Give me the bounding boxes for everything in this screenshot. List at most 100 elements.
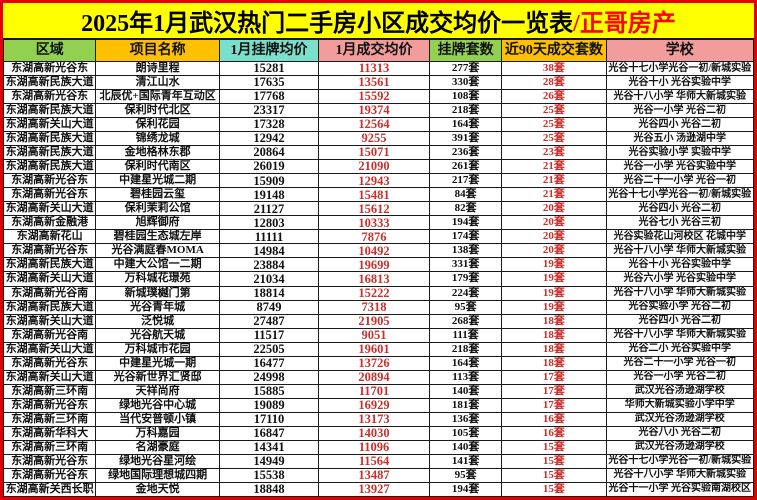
deal-count-cell: 20套 bbox=[501, 229, 607, 245]
deal-count-cell: 15套 bbox=[501, 439, 607, 455]
listing-price-cell: 26019 bbox=[218, 159, 320, 175]
deal-price-cell: 13173 bbox=[318, 411, 430, 427]
table-row: 东湖高新关山大道 万科城花璟苑 21034 16813 179套 19套 光谷六小学 光谷实… bbox=[2, 271, 755, 287]
listing-count-cell: 113套 bbox=[428, 369, 503, 385]
deal-count-cell: 21套 bbox=[501, 187, 607, 203]
region-cell: 东湖高新关西长职 bbox=[2, 481, 97, 498]
listing-count-cell: 82套 bbox=[428, 201, 503, 217]
listing-price-cell: 15909 bbox=[218, 173, 320, 189]
page-title: 2025年1月武汉热门二手房小区成交均价一览表/正哥房产 bbox=[3, 3, 754, 39]
table-row: 东湖高新民族大道 金地格林东郡 20864 15071 236套 23套 光谷实验小学 实验… bbox=[2, 145, 755, 161]
school-cell: 武汉光谷汤逊湖学校 bbox=[605, 439, 755, 455]
project-cell: 万科城花璟苑 bbox=[95, 271, 220, 287]
table-row: 东湖高新光谷东 北辰优+国际青年互动区 17768 15592 108套 26套 光谷十八小… bbox=[2, 89, 755, 105]
deal-price-cell: 13726 bbox=[318, 355, 430, 371]
listing-price-cell: 11111 bbox=[218, 229, 320, 245]
project-cell: 绿地光谷中心城 bbox=[95, 397, 220, 413]
school-cell: 华师大新城实验小学中学 bbox=[605, 397, 755, 413]
project-cell: 保利时代南区 bbox=[95, 159, 220, 175]
listing-count-cell: 84套 bbox=[428, 187, 503, 203]
listing-price-cell: 12942 bbox=[218, 131, 320, 147]
table-row: 东湖高新关山大道 万科城市花园 22505 19601 218套 18套 光谷二小 光谷实验… bbox=[2, 341, 755, 357]
deal-price-cell: 11313 bbox=[318, 60, 430, 77]
project-cell: 绿地国际理想城四期 bbox=[95, 467, 220, 483]
deal-price-cell: 11096 bbox=[318, 439, 430, 455]
deal-count-cell: 23套 bbox=[501, 145, 607, 161]
table-row: 东湖高新光谷东 光谷满庭春MOMA 14984 10492 138套 20套 光谷十八小学 … bbox=[2, 243, 755, 259]
deal-price-cell: 19699 bbox=[318, 257, 430, 273]
deal-price-cell: 15222 bbox=[318, 285, 430, 301]
project-cell: 当代安普顿小镇 bbox=[95, 411, 220, 427]
table-row: 东湖高新民族大道 锦绣龙城 12942 9255 391套 25套 光谷五小 汤逊湖中学 bbox=[2, 131, 755, 147]
deal-count-cell: 28套 bbox=[501, 75, 607, 91]
table-row: 东湖高新光谷东 中建星光城二期 15909 12943 217套 21套 光谷二十一小学 光… bbox=[2, 173, 755, 189]
price-table: 区域 项目名称 1月挂牌均价 1月成交均价 挂牌套数 近90天成交套数 学校 东湖高新光谷东… bbox=[2, 39, 755, 498]
school-cell: 光谷十八小学 华师大新城实验 bbox=[605, 327, 755, 343]
school-cell: 光谷一小学 光谷二初 bbox=[605, 103, 755, 119]
deal-price-cell: 10333 bbox=[318, 215, 430, 231]
listing-price-cell: 24998 bbox=[218, 369, 320, 385]
listing-price-cell: 18848 bbox=[218, 481, 320, 498]
deal-price-cell: 20894 bbox=[318, 369, 430, 385]
project-cell: 中建星光城一期 bbox=[95, 355, 220, 371]
deal-count-cell: 38套 bbox=[501, 60, 607, 77]
school-cell: 光谷十小 光谷实验中学 bbox=[605, 257, 755, 273]
project-cell: 光谷青年城 bbox=[95, 299, 220, 315]
region-cell: 东湖高新光谷南 bbox=[2, 285, 97, 301]
deal-price-cell: 7876 bbox=[318, 229, 430, 245]
table-row: 东湖高新三环南 天祥尚府 15885 11701 140套 17套 武汉光谷汤逊湖学校 bbox=[2, 383, 755, 399]
listing-price-cell: 27487 bbox=[218, 313, 320, 329]
region-cell: 东湖高新光谷东 bbox=[2, 243, 97, 259]
listing-price-cell: 12803 bbox=[218, 215, 320, 231]
region-cell: 东湖高新关山大道 bbox=[2, 271, 97, 287]
region-cell: 东湖高新三环南 bbox=[2, 439, 97, 455]
deal-price-cell: 16813 bbox=[318, 271, 430, 287]
listing-count-cell: 95套 bbox=[428, 299, 503, 315]
column-header-3: 1月成交均价 bbox=[318, 39, 430, 62]
table-body: 东湖高新光谷东 朗诗里程 15281 11313 277套 38套 光谷十七小学光谷一初/新… bbox=[2, 60, 755, 498]
listing-price-cell: 16477 bbox=[218, 355, 320, 371]
project-cell: 光谷满庭春MOMA bbox=[95, 243, 220, 259]
deal-count-cell: 17套 bbox=[501, 383, 607, 399]
region-cell: 东湖高新关山大道 bbox=[2, 341, 97, 357]
listing-price-cell: 23317 bbox=[218, 103, 320, 119]
listing-count-cell: 108套 bbox=[428, 89, 503, 105]
deal-count-cell: 19套 bbox=[501, 271, 607, 287]
table-row: 东湖高新光谷南 新城璞樾门第 18814 15222 224套 19套 光谷十八小学 华师大… bbox=[2, 285, 755, 301]
title-main: 2025年1月武汉热门二手房小区成交均价一览表 bbox=[81, 11, 574, 37]
region-cell: 东湖高新三环南 bbox=[2, 411, 97, 427]
school-cell: 光谷十八小学 华师大新城实验 bbox=[605, 89, 755, 105]
table-row: 东湖高新民族大道 保利时代南区 26019 21090 261套 21套 光谷一小学 光谷实… bbox=[2, 159, 755, 175]
deal-count-cell: 16套 bbox=[501, 425, 607, 441]
deal-count-cell: 25套 bbox=[501, 131, 607, 147]
listing-price-cell: 20864 bbox=[218, 145, 320, 161]
region-cell: 东湖高新华科大 bbox=[2, 425, 97, 441]
school-cell: 光谷十一小学 光谷实验南湖校区 bbox=[605, 481, 755, 498]
region-cell: 东湖高新民族大道 bbox=[2, 103, 97, 119]
school-cell: 光谷六小学 光谷实验中学 bbox=[605, 271, 755, 287]
project-cell: 碧桂园生态城左岸 bbox=[95, 229, 220, 245]
listing-count-cell: 111套 bbox=[428, 327, 503, 343]
deal-count-cell: 18套 bbox=[501, 355, 607, 371]
table-row: 东湖高新关山大道 保利茉莉公馆 21127 15612 82套 20套 光谷四小 光谷二初 bbox=[2, 201, 755, 217]
listing-price-cell: 17635 bbox=[218, 75, 320, 91]
deal-count-cell: 15套 bbox=[501, 481, 607, 498]
listing-price-cell: 15281 bbox=[218, 60, 320, 77]
project-cell: 光谷新世界汇贤邸 bbox=[95, 369, 220, 385]
listing-count-cell: 217套 bbox=[428, 173, 503, 189]
column-header-0: 区域 bbox=[2, 39, 97, 62]
school-cell: 光谷二十一小学 光谷一初 bbox=[605, 355, 755, 371]
table-row: 东湖高新关山大道 泛悦城 27487 21905 268套 18套 光谷四小 光谷二初 bbox=[2, 313, 755, 329]
listing-count-cell: 224套 bbox=[428, 285, 503, 301]
school-cell: 光谷四小 光谷二初 bbox=[605, 313, 755, 329]
table-row: 东湖高新光谷南 光谷航天城 11517 9051 111套 18套 光谷十八小学 华师大新城… bbox=[2, 327, 755, 343]
deal-count-cell: 26套 bbox=[501, 89, 607, 105]
listing-price-cell: 17328 bbox=[218, 117, 320, 133]
region-cell: 东湖高新光谷东 bbox=[2, 187, 97, 203]
region-cell: 东湖高新民族大道 bbox=[2, 131, 97, 147]
region-cell: 东湖高新光谷东 bbox=[2, 397, 97, 413]
school-cell: 武汉光谷汤逊湖学校 bbox=[605, 411, 755, 427]
deal-count-cell: 19套 bbox=[501, 285, 607, 301]
project-cell: 保利花园 bbox=[95, 117, 220, 133]
table-row: 东湖高新民族大道 中建大公馆一二期 23884 19699 331套 19套 光谷十小 光谷… bbox=[2, 257, 755, 273]
